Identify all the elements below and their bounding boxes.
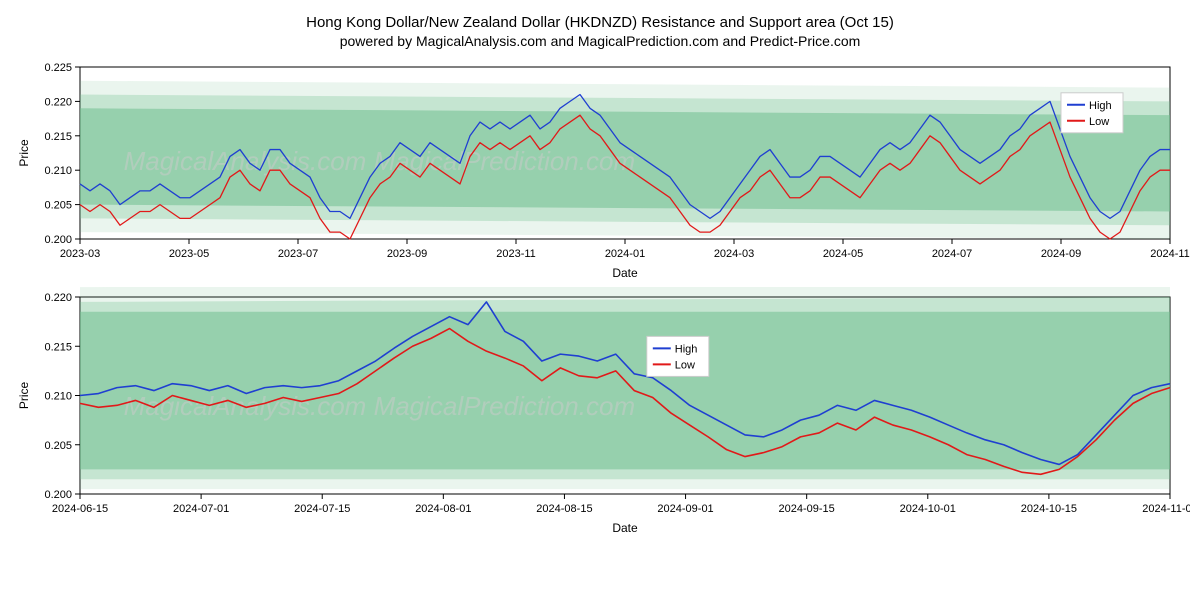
svg-text:2024-05: 2024-05 [823,248,863,260]
svg-text:2024-07-01: 2024-07-01 [173,503,229,515]
svg-text:Date: Date [612,521,638,535]
svg-text:Date: Date [612,266,638,280]
svg-text:2024-09-15: 2024-09-15 [779,503,835,515]
svg-text:0.200: 0.200 [44,489,72,501]
svg-text:MagicalAnalysis.com Mag: MagicalAnalysis.com MagicalPrediction.co… [124,391,636,421]
svg-text:Price: Price [17,382,31,410]
chart-top: MagicalAnalysis.com MagicalPrediction.co… [10,57,1190,287]
svg-text:0.200: 0.200 [44,234,72,246]
svg-text:2024-07: 2024-07 [932,248,972,260]
svg-text:0.220: 0.220 [44,96,72,108]
svg-text:2024-11-01: 2024-11-01 [1142,503,1190,515]
svg-text:Price: Price [17,139,31,167]
svg-text:2023-09: 2023-09 [387,248,427,260]
svg-text:2024-10-15: 2024-10-15 [1021,503,1077,515]
svg-text:2024-10-01: 2024-10-01 [900,503,956,515]
svg-text:2023-03: 2023-03 [60,248,100,260]
svg-text:0.225: 0.225 [44,62,72,74]
svg-text:2024-09-01: 2024-09-01 [657,503,713,515]
svg-text:0.205: 0.205 [44,440,72,452]
svg-text:2024-11: 2024-11 [1150,248,1190,260]
svg-text:2023-05: 2023-05 [169,248,209,260]
svg-text:0.210: 0.210 [44,165,72,177]
svg-text:2023-07: 2023-07 [278,248,318,260]
chart-title: Hong Kong Dollar/New Zealand Dollar (HKD… [10,14,1190,31]
svg-text:2024-06-15: 2024-06-15 [52,503,108,515]
svg-text:2024-08-01: 2024-08-01 [415,503,471,515]
svg-text:0.215: 0.215 [44,341,72,353]
svg-text:2024-08-15: 2024-08-15 [536,503,592,515]
svg-text:MagicalAnalysis.com Mag: MagicalAnalysis.com MagicalPrediction.co… [124,146,636,176]
svg-text:2024-07-15: 2024-07-15 [294,503,350,515]
chart-bottom: MagicalAnalysis.com MagicalPrediction.co… [10,287,1190,542]
svg-text:2024-09: 2024-09 [1041,248,1081,260]
svg-text:0.210: 0.210 [44,391,72,403]
svg-text:High: High [1089,100,1112,112]
svg-text:2023-11: 2023-11 [496,248,536,260]
chart-subtitle: powered by MagicalAnalysis.com and Magic… [10,33,1190,49]
svg-text:High: High [675,343,698,355]
svg-text:2024-03: 2024-03 [714,248,754,260]
svg-text:0.205: 0.205 [44,200,72,212]
svg-text:2024-01: 2024-01 [605,248,645,260]
svg-text:0.215: 0.215 [44,131,72,143]
svg-text:Low: Low [675,359,695,371]
svg-text:0.220: 0.220 [44,292,72,304]
svg-text:Low: Low [1089,116,1109,128]
